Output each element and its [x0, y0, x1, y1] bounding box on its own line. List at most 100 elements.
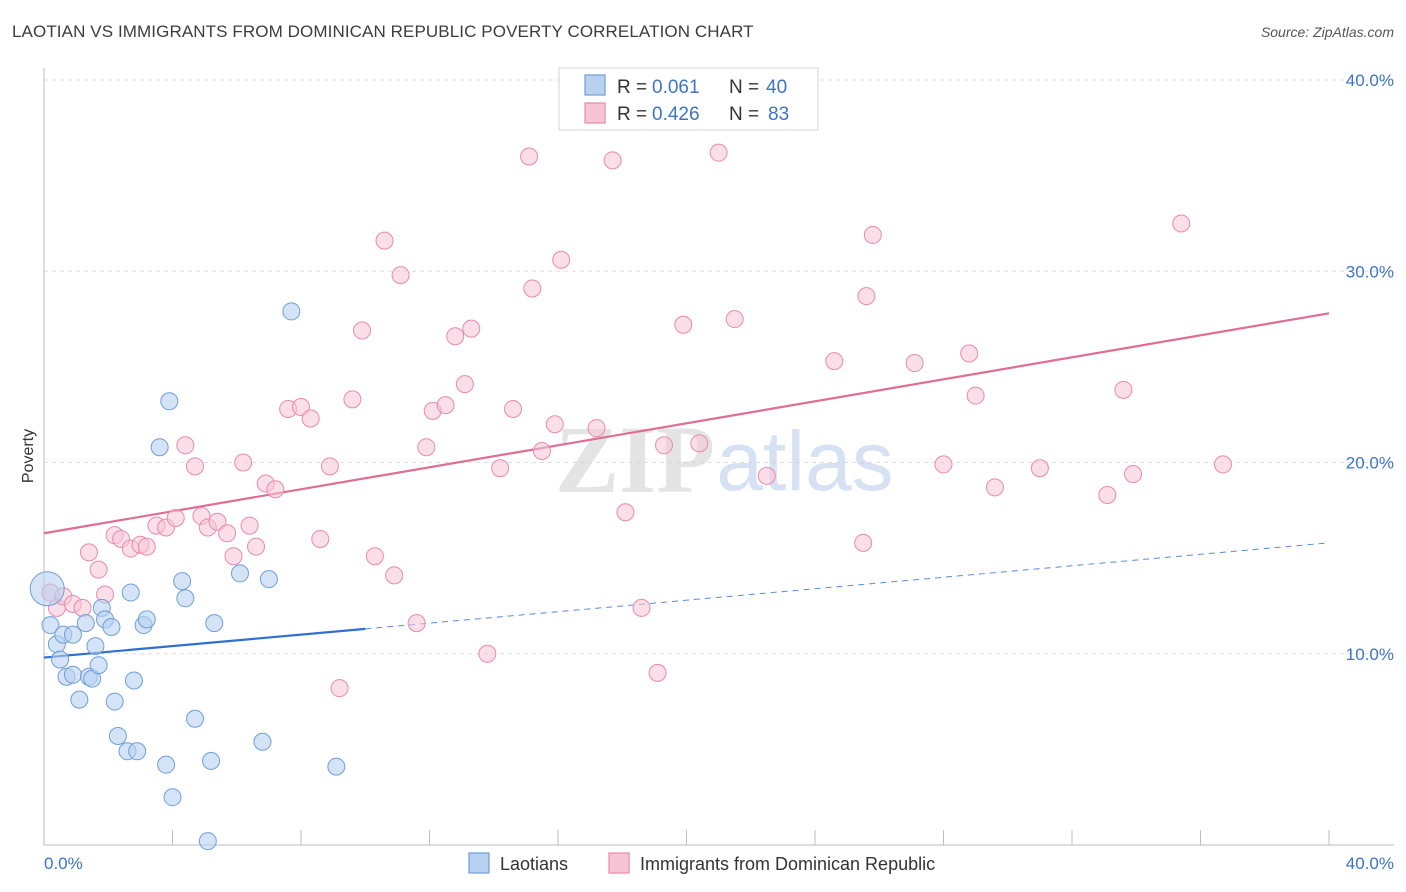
data-point-dominican [709, 143, 728, 162]
data-point-dominican [603, 151, 622, 170]
data-point-dominican [89, 560, 108, 579]
data-point-dominican [166, 508, 185, 527]
data-point-laotian [51, 650, 70, 669]
data-point-laotian [163, 788, 182, 807]
data-point-laotian [102, 617, 121, 636]
data-point-dominican [552, 250, 571, 269]
watermark-atlas: atlas [716, 414, 893, 508]
data-point-dominican [825, 352, 844, 371]
trend-line-laotians-extension [365, 542, 1330, 630]
data-point-dominican [407, 614, 426, 633]
data-point-laotian [202, 751, 221, 770]
data-point-laotian [327, 757, 346, 776]
data-point-laotian [176, 589, 195, 608]
y-tick-label: 10.0% [1346, 645, 1394, 664]
data-point-laotian [150, 438, 169, 457]
data-point-dominican [446, 327, 465, 346]
data-point-laotian [89, 656, 108, 675]
legend-r-value-blue: 0.061 [652, 77, 700, 98]
data-point-laotian [173, 572, 192, 591]
data-point-dominican [648, 663, 667, 682]
data-point-laotian [259, 570, 278, 589]
data-point-dominican [1114, 380, 1133, 399]
data-point-dominican [545, 415, 564, 434]
source-credit: Source: ZipAtlas.com [1260, 24, 1394, 40]
data-point-laotian [29, 571, 65, 607]
data-point-laotian [282, 302, 301, 321]
chart-title: LAOTIAN VS IMMIGRANTS FROM DOMINICAN REP… [12, 22, 754, 41]
legend-r-label-pink: R = [617, 104, 647, 125]
data-point-laotian [108, 726, 127, 745]
legend-r-value-pink: 0.426 [652, 104, 700, 125]
data-point-dominican [330, 679, 349, 698]
axes [43, 68, 1394, 846]
data-point-dominican [208, 512, 227, 531]
legend-swatch-blue [584, 74, 606, 96]
stats-legend: R = 0.061 N = 40 R = 0.426 N = 83 [558, 67, 819, 131]
data-point-dominican [417, 438, 436, 457]
data-point-dominican [1030, 459, 1049, 478]
data-point-dominican [504, 399, 523, 418]
data-point-dominican [301, 409, 320, 428]
data-point-dominican [857, 287, 876, 306]
data-point-laotian [41, 616, 60, 635]
data-point-dominican [478, 644, 497, 663]
data-point-dominican [353, 321, 372, 340]
data-point-dominican [523, 279, 542, 298]
data-point-dominican [905, 354, 924, 373]
series-legend: Laotians Immigrants from Dominican Repub… [468, 852, 935, 874]
data-point-laotian [105, 692, 124, 711]
legend-r-label-blue: R = [617, 77, 647, 98]
series-dominican-points [41, 143, 1232, 698]
data-point-dominican [176, 436, 195, 455]
data-point-dominican [218, 524, 237, 543]
data-point-dominican [375, 231, 394, 250]
y-tick-labels: 10.0% 20.0% 30.0% 40.0% [1346, 71, 1394, 664]
data-point-laotian [63, 625, 82, 644]
legend-swatch-pink [584, 102, 606, 124]
legend-n-value-blue: 40 [766, 77, 787, 98]
data-point-dominican [655, 436, 674, 455]
data-point-laotian [205, 614, 224, 633]
data-point-dominican [436, 396, 455, 415]
data-point-dominican [725, 310, 744, 329]
data-point-dominican [532, 442, 551, 461]
data-point-dominican [863, 225, 882, 244]
y-tick-label: 40.0% [1346, 71, 1394, 90]
data-point-dominican [137, 537, 156, 556]
data-point-laotian [253, 732, 272, 751]
data-point-dominican [520, 147, 539, 166]
data-point-laotian [124, 671, 143, 690]
bottom-legend-label-laotians: Laotians [500, 854, 568, 874]
data-point-laotian [121, 583, 140, 602]
data-point-dominican [462, 319, 481, 338]
data-point-laotian [86, 637, 105, 656]
data-point-dominican [966, 386, 985, 405]
legend-n-label-pink: N = [729, 104, 759, 125]
data-point-dominican [491, 459, 510, 478]
data-point-dominican [185, 457, 204, 476]
data-point-dominican [292, 398, 310, 417]
data-point-dominican [985, 478, 1004, 497]
trend-line-dominican [43, 312, 1330, 535]
data-point-dominican [960, 344, 979, 363]
data-point-dominican [632, 598, 651, 617]
data-point-dominican [674, 315, 693, 334]
data-point-dominican [320, 457, 339, 476]
data-point-dominican [234, 453, 253, 472]
data-point-laotian [76, 614, 95, 633]
data-point-laotian [70, 690, 89, 709]
y-tick-label: 20.0% [1346, 454, 1394, 473]
data-point-dominican [587, 419, 606, 438]
data-point-dominican [1098, 486, 1117, 505]
data-point-dominican [1213, 455, 1232, 474]
data-point-dominican [1172, 214, 1191, 233]
data-point-dominican [455, 375, 474, 394]
data-point-dominican [247, 537, 266, 556]
data-point-dominican [934, 455, 953, 474]
legend-n-value-pink: 83 [768, 104, 789, 125]
x-ticks [43, 830, 1330, 845]
data-point-dominican [266, 480, 285, 499]
data-point-laotian [157, 755, 176, 774]
